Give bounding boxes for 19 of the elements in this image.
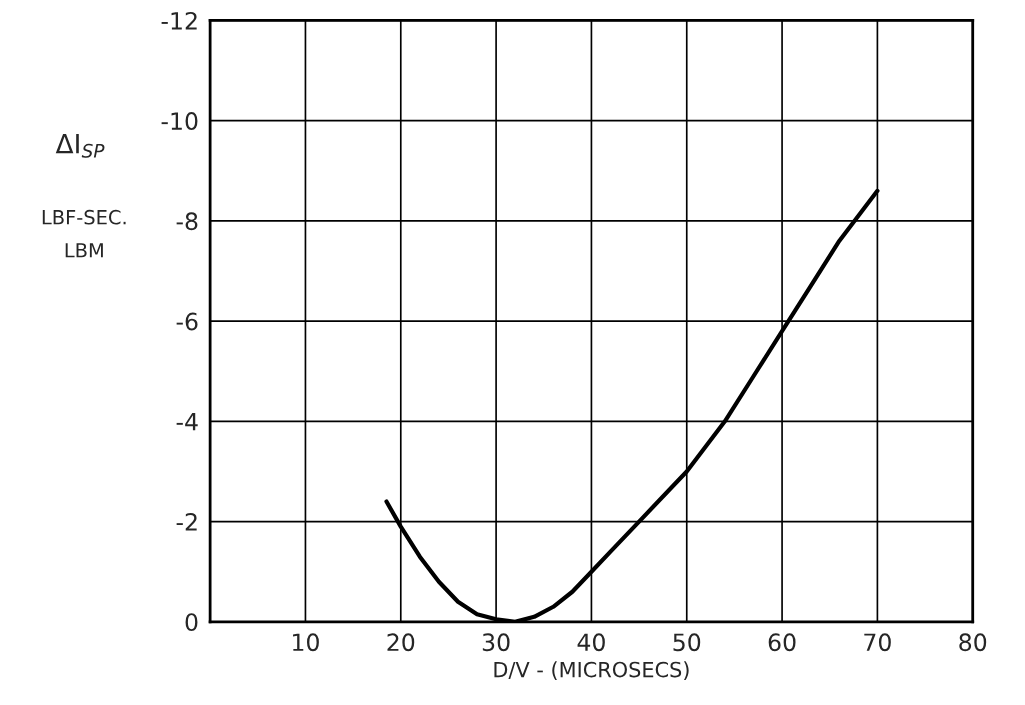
y-tick-label: -4 [176, 413, 198, 431]
x-tick-label: 20 [387, 633, 415, 652]
x-tick-label: 80 [959, 633, 987, 652]
x-tick-label: 60 [768, 633, 796, 652]
text: LBM [65, 243, 103, 258]
text: LBF-SEC. [42, 209, 126, 225]
y-tick-label: 0 [185, 613, 198, 632]
x-axis-title: D/V - (MICROSECS) [494, 661, 689, 680]
y-tick-label: -8 [176, 212, 198, 231]
y-tick-label: -10 [161, 112, 198, 130]
x-tick-label: 10 [293, 633, 319, 652]
x-tick-label: 40 [577, 633, 605, 652]
x-tick-label: 70 [864, 633, 891, 652]
x-tick-label: 50 [673, 633, 701, 652]
y-tick-label: -12 [161, 11, 197, 30]
y-axis-title: ΔI$_{SP}$ [55, 134, 105, 158]
y-tick-label: -2 [176, 513, 197, 531]
y-tick-label: -6 [176, 312, 198, 331]
x-tick-label: 30 [482, 633, 510, 652]
